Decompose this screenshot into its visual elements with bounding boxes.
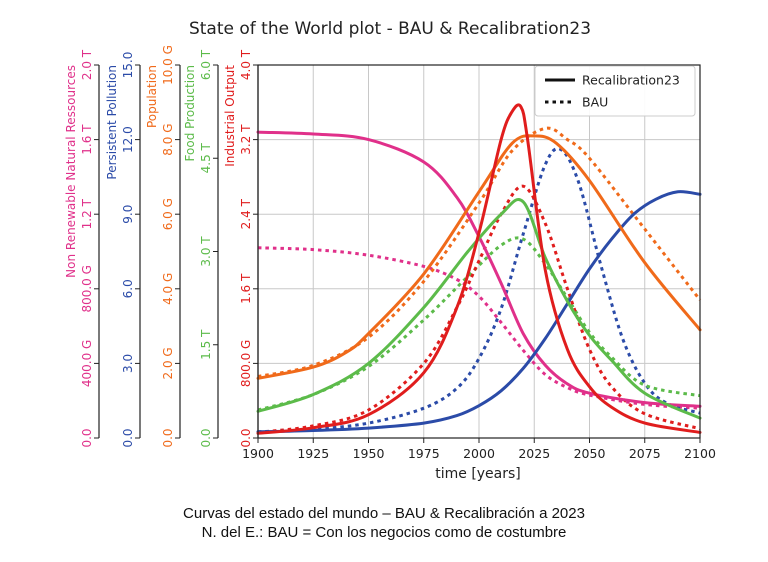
y-tick-label: 8.0 G xyxy=(161,123,175,155)
y-tick-label: 0.0 xyxy=(239,428,253,447)
y-tick-label: 0.0 xyxy=(161,428,175,447)
series-line-population-recalibration23 xyxy=(256,134,702,380)
x-axis-label: time [years] xyxy=(435,466,521,482)
grid xyxy=(257,64,701,439)
y-tick-label: 1.2 T xyxy=(80,198,94,229)
x-tick-label: 2025 xyxy=(518,446,550,461)
x-tick-label: 2050 xyxy=(574,446,606,461)
y-tick-label: 4.5 T xyxy=(199,142,213,173)
chart-title: State of the World plot - BAU & Recalibr… xyxy=(189,19,591,39)
y-tick-label: 800.0 G xyxy=(80,265,94,312)
series-line-population-bau xyxy=(257,126,702,378)
legend-label: BAU xyxy=(582,95,608,110)
y-tick-label: 0.0 xyxy=(80,428,94,447)
x-tick-label: 1950 xyxy=(353,446,385,461)
y-tick-label: 15.0 xyxy=(121,52,135,79)
series-line-resources-bau xyxy=(257,246,701,410)
caption-line-2: N. del E.: BAU = Con los negocios como d… xyxy=(201,524,567,541)
y-tick-label: 4.0 G xyxy=(161,273,175,305)
x-tick-label: 1925 xyxy=(297,446,329,461)
y-tick-label: 4.0 T xyxy=(239,49,253,80)
series-line-pollution-recalibration23 xyxy=(256,190,702,434)
y-tick-label: 400.0 G xyxy=(80,340,94,387)
x-tick-label: 2075 xyxy=(629,446,661,461)
series-line-food-bau xyxy=(257,236,701,412)
y-tick-label: 1.5 T xyxy=(199,329,213,360)
legend-label: Recalibration23 xyxy=(582,73,680,88)
series-line-industrial-recalibration23 xyxy=(256,103,702,435)
y-tick-label: 3.2 T xyxy=(239,124,253,155)
y-tick-label: 2.0 T xyxy=(80,49,94,80)
series-lines xyxy=(256,103,702,435)
y-tick-label: 1.6 T xyxy=(80,124,94,155)
y-tick-label: 0.0 xyxy=(121,428,135,447)
y-tick-label: 800.0 G xyxy=(239,340,253,387)
y-axis-label: Population xyxy=(145,65,159,128)
y-tick-label: 1.6 T xyxy=(239,273,253,304)
x-tick-label: 1975 xyxy=(408,446,440,461)
series-line-food-recalibration23 xyxy=(256,198,702,420)
y-tick-label: 10.0 G xyxy=(161,45,175,85)
legend: Recalibration23 BAU xyxy=(534,65,696,117)
x-tick-label: 2100 xyxy=(684,446,716,461)
y-tick-label: 3.0 T xyxy=(199,236,213,267)
y-tick-label: 12.0 xyxy=(121,126,135,153)
world-state-chart: State of the World plot - BAU & Recalibr… xyxy=(64,19,716,482)
x-tick-label: 2000 xyxy=(463,446,495,461)
y-axis-label: Food Production xyxy=(183,65,197,161)
y-axis-label: Persistent Pollution xyxy=(105,65,119,180)
y-tick-label: 6.0 T xyxy=(199,49,213,80)
y-axis-label: Non Renewable Natural Ressources xyxy=(64,65,78,278)
series-line-industrial-bau xyxy=(257,184,701,434)
y-tick-label: 2.4 T xyxy=(239,198,253,229)
figure-caption: Curvas del estado del mundo – BAU & Reca… xyxy=(0,504,768,542)
y-tick-label: 6.0 xyxy=(121,279,135,298)
caption-line-1: Curvas del estado del mundo – BAU & Reca… xyxy=(183,505,585,522)
y-tick-label: 3.0 xyxy=(121,354,135,373)
y-axis-label: Industrial Output xyxy=(223,65,237,167)
series-line-resources-recalibration23 xyxy=(256,130,702,408)
y-tick-label: 2.0 G xyxy=(161,347,175,379)
x-tick-label: 1900 xyxy=(242,446,274,461)
x-axis: 1900 1925 1950 1975 2000 2025 2050 2075 2100 xyxy=(242,438,716,461)
y-tick-label: 9.0 xyxy=(121,205,135,224)
y-tick-label: 6.0 G xyxy=(161,198,175,230)
y-tick-label: 0.0 xyxy=(199,428,213,447)
y-axis-industrial: 0.0 800.0 G 1.6 T 2.4 T 3.2 T 4.0 TIndustrial… xyxy=(223,49,259,448)
